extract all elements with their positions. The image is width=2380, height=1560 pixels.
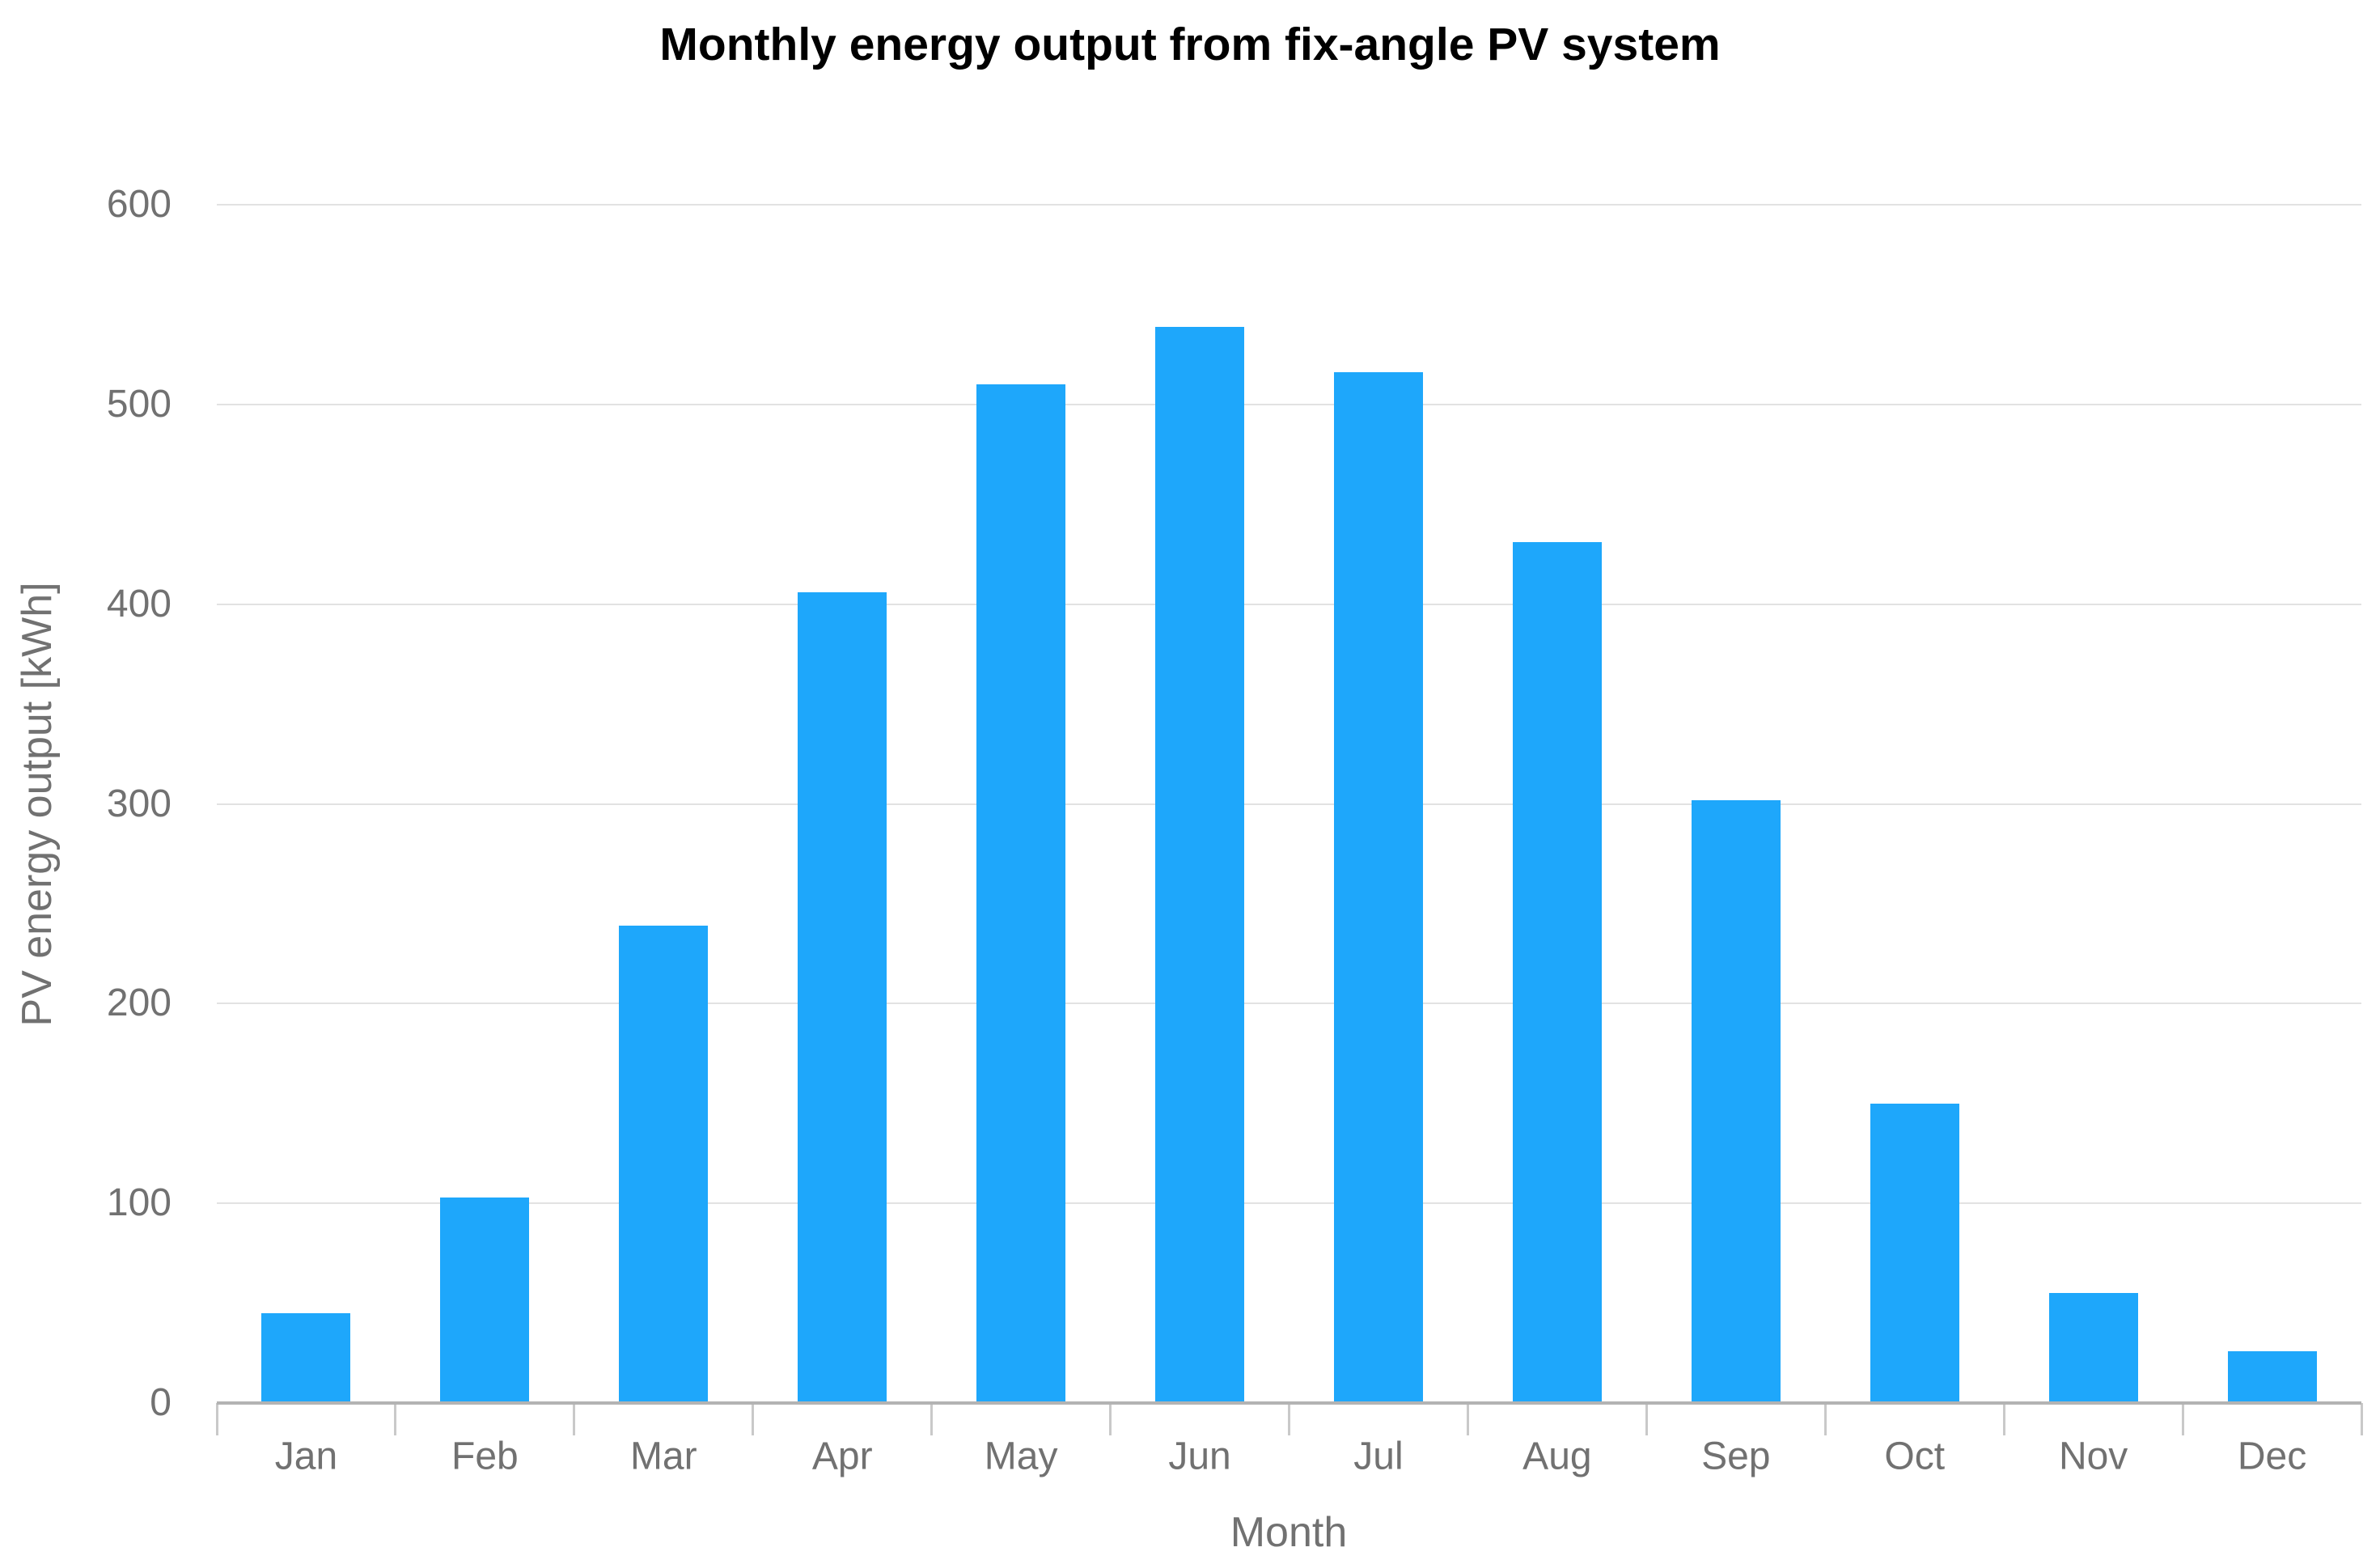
x-axis-title: Month xyxy=(1230,1509,1348,1556)
x-axis-tick xyxy=(1288,1403,1290,1435)
x-tick-label-sep: Sep xyxy=(1701,1435,1771,1478)
y-tick-label-400: 400 xyxy=(106,582,172,625)
y-tick-label-200: 200 xyxy=(106,981,172,1025)
y-tick-label-500: 500 xyxy=(106,382,172,426)
y-tick-label-0: 0 xyxy=(150,1381,172,1424)
bar-nov xyxy=(2048,1293,2138,1403)
x-tick-label-feb: Feb xyxy=(451,1435,519,1478)
x-axis-tick xyxy=(2002,1403,2005,1435)
x-axis-tick xyxy=(2181,1403,2184,1435)
gridline-500 xyxy=(217,403,2361,405)
gridline-300 xyxy=(217,803,2361,805)
bar-jan xyxy=(261,1312,351,1403)
x-tick-label-oct: Oct xyxy=(1884,1435,1946,1478)
plot-area xyxy=(215,204,2363,1435)
y-tick-label-600: 600 xyxy=(106,183,172,226)
bar-apr xyxy=(798,591,887,1403)
x-tick-label-jun: Jun xyxy=(1168,1435,1231,1478)
x-tick-label-jul: Jul xyxy=(1353,1435,1404,1478)
y-tick-label-100: 100 xyxy=(106,1181,172,1225)
gridline-400 xyxy=(217,603,2361,605)
x-axis-tick xyxy=(930,1403,934,1435)
x-axis-tick xyxy=(573,1403,576,1435)
x-tick-label-nov: Nov xyxy=(2058,1435,2128,1478)
x-axis-tick xyxy=(394,1403,397,1435)
x-axis-tick xyxy=(2360,1403,2363,1435)
gridline-100 xyxy=(217,1202,2361,1205)
bar-jul xyxy=(1333,372,1423,1403)
x-tick-label-may: May xyxy=(984,1435,1058,1478)
bar-feb xyxy=(440,1197,530,1403)
y-tick-label-300: 300 xyxy=(106,782,172,825)
x-tick-label-aug: Aug xyxy=(1522,1435,1592,1478)
x-tick-label-apr: Apr xyxy=(811,1435,873,1478)
chart-title: Monthly energy output from fix-angle PV … xyxy=(659,19,1721,70)
x-axis-tick xyxy=(1466,1403,1469,1435)
bar-dec xyxy=(2227,1350,2317,1403)
gridline-200 xyxy=(217,1003,2361,1005)
x-tick-label-dec: Dec xyxy=(2237,1435,2307,1478)
bar-sep xyxy=(1691,799,1781,1403)
x-axis-tick xyxy=(1109,1403,1112,1435)
bar-mar xyxy=(619,926,709,1403)
gridline-600 xyxy=(217,204,2361,206)
x-axis-tick xyxy=(1823,1403,1827,1435)
x-axis-line xyxy=(217,1401,2361,1405)
bar-may xyxy=(976,384,1066,1403)
x-axis-tick xyxy=(1645,1403,1648,1435)
x-tick-label-jan: Jan xyxy=(274,1435,338,1478)
bar-jun xyxy=(1155,326,1245,1403)
x-axis-tick xyxy=(752,1403,755,1435)
bar-oct xyxy=(1870,1103,1959,1403)
x-tick-label-mar: Mar xyxy=(629,1435,697,1478)
x-axis-tick xyxy=(215,1403,218,1435)
bar-aug xyxy=(1512,542,1602,1403)
